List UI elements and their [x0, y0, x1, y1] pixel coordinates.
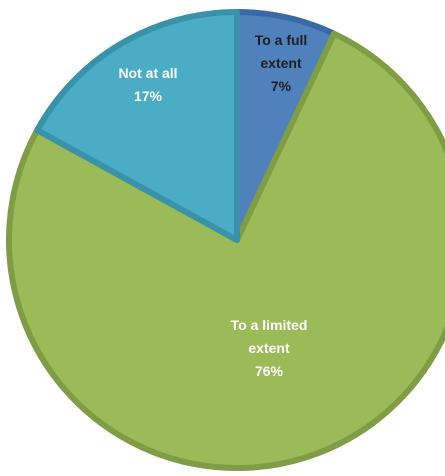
pie-slices [6, 9, 445, 471]
slice-label-2: Not at all 17% [118, 65, 177, 104]
slice-category-label: Not at all [118, 65, 177, 81]
pie-labels: To a full extent 7% To a limited extent 76% No… [118, 32, 307, 379]
slice-value-label: 76% [255, 363, 284, 379]
slice-label-0: To a full extent 7% [255, 32, 308, 94]
slice-value-label: 7% [271, 78, 292, 94]
slice-category-label: To a limited [231, 317, 308, 333]
pie-slice-1 [6, 30, 445, 471]
slice-value-label: 17% [134, 88, 163, 104]
slice-category-label: extent [248, 340, 290, 356]
slice-category-label: extent [260, 55, 302, 71]
slice-label-1: To a limited extent 76% [231, 317, 308, 379]
slice-category-label: To a full [255, 32, 308, 48]
pie-slice-2 [34, 9, 240, 243]
